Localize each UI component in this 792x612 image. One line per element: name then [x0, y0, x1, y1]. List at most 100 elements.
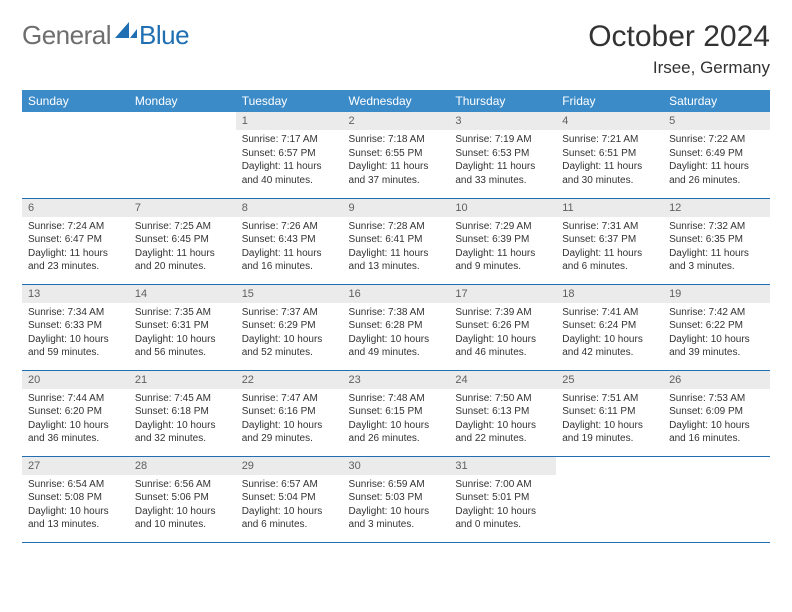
- day-data: Sunrise: 7:37 AMSunset: 6:29 PMDaylight:…: [236, 303, 343, 362]
- daylight-text: Daylight: 11 hours and 20 minutes.: [135, 247, 230, 274]
- calendar-day-cell: 21Sunrise: 7:45 AMSunset: 6:18 PMDayligh…: [129, 370, 236, 456]
- calendar-day-cell: 6Sunrise: 7:24 AMSunset: 6:47 PMDaylight…: [22, 198, 129, 284]
- calendar-day-cell: 14Sunrise: 7:35 AMSunset: 6:31 PMDayligh…: [129, 284, 236, 370]
- location-label: Irsee, Germany: [588, 58, 770, 78]
- sunset-text: Sunset: 6:20 PM: [28, 405, 123, 419]
- sunset-text: Sunset: 6:55 PM: [349, 147, 444, 161]
- daylight-text: Daylight: 10 hours and 59 minutes.: [28, 333, 123, 360]
- calendar-body: 1Sunrise: 7:17 AMSunset: 6:57 PMDaylight…: [22, 112, 770, 542]
- daylight-text: Daylight: 11 hours and 16 minutes.: [242, 247, 337, 274]
- sunset-text: Sunset: 6:28 PM: [349, 319, 444, 333]
- calendar-day-cell: 25Sunrise: 7:51 AMSunset: 6:11 PMDayligh…: [556, 370, 663, 456]
- calendar-day-cell: 22Sunrise: 7:47 AMSunset: 6:16 PMDayligh…: [236, 370, 343, 456]
- sunset-text: Sunset: 5:03 PM: [349, 491, 444, 505]
- daylight-text: Daylight: 10 hours and 52 minutes.: [242, 333, 337, 360]
- sunrise-text: Sunrise: 6:59 AM: [349, 478, 444, 492]
- day-number: 14: [129, 285, 236, 303]
- day-data: Sunrise: 7:48 AMSunset: 6:15 PMDaylight:…: [343, 389, 450, 448]
- page-title: October 2024: [588, 20, 770, 54]
- sunrise-text: Sunrise: 7:22 AM: [669, 133, 764, 147]
- weekday-header: Tuesday: [236, 90, 343, 112]
- day-data: Sunrise: 7:31 AMSunset: 6:37 PMDaylight:…: [556, 217, 663, 276]
- day-data: Sunrise: 7:50 AMSunset: 6:13 PMDaylight:…: [449, 389, 556, 448]
- day-number: 5: [663, 112, 770, 130]
- calendar-day-cell: 18Sunrise: 7:41 AMSunset: 6:24 PMDayligh…: [556, 284, 663, 370]
- day-data: Sunrise: 7:51 AMSunset: 6:11 PMDaylight:…: [556, 389, 663, 448]
- daylight-text: Daylight: 10 hours and 46 minutes.: [455, 333, 550, 360]
- sunset-text: Sunset: 6:47 PM: [28, 233, 123, 247]
- day-data: Sunrise: 7:35 AMSunset: 6:31 PMDaylight:…: [129, 303, 236, 362]
- calendar-day-cell: 13Sunrise: 7:34 AMSunset: 6:33 PMDayligh…: [22, 284, 129, 370]
- sunrise-text: Sunrise: 7:28 AM: [349, 220, 444, 234]
- day-number: 16: [343, 285, 450, 303]
- day-data: Sunrise: 7:21 AMSunset: 6:51 PMDaylight:…: [556, 130, 663, 189]
- calendar-day-cell: 29Sunrise: 6:57 AMSunset: 5:04 PMDayligh…: [236, 456, 343, 542]
- sunset-text: Sunset: 5:01 PM: [455, 491, 550, 505]
- day-number: 29: [236, 457, 343, 475]
- calendar-row: 6Sunrise: 7:24 AMSunset: 6:47 PMDaylight…: [22, 198, 770, 284]
- day-data: Sunrise: 7:17 AMSunset: 6:57 PMDaylight:…: [236, 130, 343, 189]
- sunrise-text: Sunrise: 7:50 AM: [455, 392, 550, 406]
- day-data: Sunrise: 7:44 AMSunset: 6:20 PMDaylight:…: [22, 389, 129, 448]
- day-data: Sunrise: 7:53 AMSunset: 6:09 PMDaylight:…: [663, 389, 770, 448]
- calendar-day-cell: 2Sunrise: 7:18 AMSunset: 6:55 PMDaylight…: [343, 112, 450, 198]
- calendar-day-cell: 24Sunrise: 7:50 AMSunset: 6:13 PMDayligh…: [449, 370, 556, 456]
- day-number: 28: [129, 457, 236, 475]
- day-number: 22: [236, 371, 343, 389]
- daylight-text: Daylight: 11 hours and 3 minutes.: [669, 247, 764, 274]
- day-data: Sunrise: 7:32 AMSunset: 6:35 PMDaylight:…: [663, 217, 770, 276]
- day-number: 26: [663, 371, 770, 389]
- sunrise-text: Sunrise: 7:38 AM: [349, 306, 444, 320]
- daylight-text: Daylight: 10 hours and 49 minutes.: [349, 333, 444, 360]
- calendar-day-cell: 5Sunrise: 7:22 AMSunset: 6:49 PMDaylight…: [663, 112, 770, 198]
- daylight-text: Daylight: 10 hours and 22 minutes.: [455, 419, 550, 446]
- sunset-text: Sunset: 6:24 PM: [562, 319, 657, 333]
- weekday-header-row: SundayMondayTuesdayWednesdayThursdayFrid…: [22, 90, 770, 112]
- day-number: 31: [449, 457, 556, 475]
- calendar-table: SundayMondayTuesdayWednesdayThursdayFrid…: [22, 90, 770, 543]
- calendar-day-cell: 30Sunrise: 6:59 AMSunset: 5:03 PMDayligh…: [343, 456, 450, 542]
- weekday-header: Sunday: [22, 90, 129, 112]
- sunrise-text: Sunrise: 7:34 AM: [28, 306, 123, 320]
- brand-logo: General Blue: [22, 20, 189, 51]
- daylight-text: Daylight: 11 hours and 37 minutes.: [349, 160, 444, 187]
- sunrise-text: Sunrise: 7:21 AM: [562, 133, 657, 147]
- day-number: 11: [556, 199, 663, 217]
- daylight-text: Daylight: 10 hours and 56 minutes.: [135, 333, 230, 360]
- daylight-text: Daylight: 11 hours and 13 minutes.: [349, 247, 444, 274]
- day-number: 15: [236, 285, 343, 303]
- sunrise-text: Sunrise: 7:25 AM: [135, 220, 230, 234]
- day-data: Sunrise: 7:45 AMSunset: 6:18 PMDaylight:…: [129, 389, 236, 448]
- sunset-text: Sunset: 6:09 PM: [669, 405, 764, 419]
- calendar-empty-cell: [556, 456, 663, 542]
- daylight-text: Daylight: 10 hours and 19 minutes.: [562, 419, 657, 446]
- sunset-text: Sunset: 6:35 PM: [669, 233, 764, 247]
- daylight-text: Daylight: 10 hours and 0 minutes.: [455, 505, 550, 532]
- day-number: 6: [22, 199, 129, 217]
- sunrise-text: Sunrise: 7:31 AM: [562, 220, 657, 234]
- calendar-day-cell: 3Sunrise: 7:19 AMSunset: 6:53 PMDaylight…: [449, 112, 556, 198]
- day-data: Sunrise: 7:47 AMSunset: 6:16 PMDaylight:…: [236, 389, 343, 448]
- day-data: Sunrise: 7:34 AMSunset: 6:33 PMDaylight:…: [22, 303, 129, 362]
- sunset-text: Sunset: 5:04 PM: [242, 491, 337, 505]
- sunset-text: Sunset: 6:31 PM: [135, 319, 230, 333]
- daylight-text: Daylight: 11 hours and 33 minutes.: [455, 160, 550, 187]
- sunrise-text: Sunrise: 7:17 AM: [242, 133, 337, 147]
- calendar-day-cell: 15Sunrise: 7:37 AMSunset: 6:29 PMDayligh…: [236, 284, 343, 370]
- daylight-text: Daylight: 11 hours and 9 minutes.: [455, 247, 550, 274]
- sunset-text: Sunset: 6:26 PM: [455, 319, 550, 333]
- sunrise-text: Sunrise: 7:32 AM: [669, 220, 764, 234]
- calendar-day-cell: 28Sunrise: 6:56 AMSunset: 5:06 PMDayligh…: [129, 456, 236, 542]
- sunrise-text: Sunrise: 7:47 AM: [242, 392, 337, 406]
- daylight-text: Daylight: 10 hours and 10 minutes.: [135, 505, 230, 532]
- daylight-text: Daylight: 11 hours and 26 minutes.: [669, 160, 764, 187]
- daylight-text: Daylight: 11 hours and 23 minutes.: [28, 247, 123, 274]
- weekday-header: Friday: [556, 90, 663, 112]
- calendar-empty-cell: [663, 456, 770, 542]
- day-data: Sunrise: 6:56 AMSunset: 5:06 PMDaylight:…: [129, 475, 236, 534]
- brand-part2: Blue: [139, 20, 189, 51]
- sunset-text: Sunset: 6:41 PM: [349, 233, 444, 247]
- calendar-day-cell: 9Sunrise: 7:28 AMSunset: 6:41 PMDaylight…: [343, 198, 450, 284]
- sunset-text: Sunset: 6:51 PM: [562, 147, 657, 161]
- day-number: 1: [236, 112, 343, 130]
